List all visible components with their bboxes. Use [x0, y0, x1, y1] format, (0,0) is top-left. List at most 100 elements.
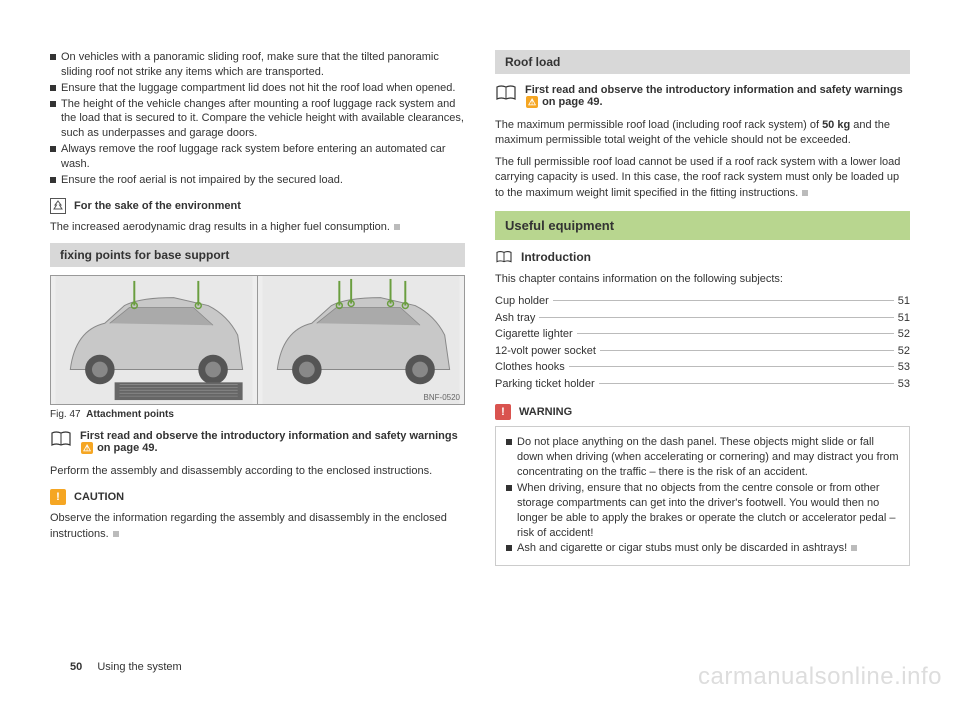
end-marker-icon: [802, 190, 808, 196]
list-text: The height of the vehicle changes after …: [61, 97, 465, 142]
warning-title: WARNING: [519, 406, 572, 418]
list-item: When driving, ensure that no objects fro…: [506, 481, 899, 540]
toc-label: Clothes hooks: [495, 359, 565, 376]
warning-ref-icon: ⚠: [526, 96, 538, 108]
text-bold: on page 49.: [97, 442, 158, 454]
bullet-icon: [50, 177, 56, 183]
recycle-icon: [50, 198, 66, 214]
list-text: Ash and cigarette or cigar stubs must on…: [517, 541, 899, 556]
intro-title: Introduction: [521, 250, 591, 264]
bullet-icon: [50, 54, 56, 60]
read-first-note: First read and observe the introductory …: [495, 84, 910, 108]
toc-label: 12-volt power socket: [495, 343, 596, 360]
book-icon: [495, 84, 517, 102]
list-item: Ensure the roof aerial is not impaired b…: [50, 173, 465, 188]
environment-text: The increased aerodynamic drag results i…: [50, 220, 465, 235]
read-first-note: First read and observe the introductory …: [50, 430, 465, 454]
toc-row: 12-volt power socket 52: [495, 343, 910, 360]
list-text: On vehicles with a panoramic sliding roo…: [61, 50, 465, 80]
right-column: Roof load First read and observe the int…: [495, 50, 910, 566]
bullet-list: On vehicles with a panoramic sliding roo…: [50, 50, 465, 188]
toc-page: 52: [898, 343, 910, 360]
toc-row: Ash tray51: [495, 310, 910, 327]
toc-leader: [553, 300, 894, 301]
section-heading-fixing: fixing points for base support: [50, 243, 465, 267]
caution-icon: !: [50, 489, 66, 505]
text: Observe the information regarding the as…: [50, 512, 447, 539]
toc-page: 53: [898, 359, 910, 376]
environment-heading: For the sake of the environment: [50, 198, 465, 214]
text-bold: First read and observe the introductory …: [80, 430, 458, 442]
toc-list: Cup holder 51 Ash tray51 Cigarette lighte…: [495, 293, 910, 392]
warning-heading: ! WARNING: [495, 404, 910, 420]
page-columns: On vehicles with a panoramic sliding roo…: [50, 50, 910, 566]
watermark: carmanualsonline.info: [698, 663, 942, 691]
fig-title: Attachment points: [86, 409, 174, 420]
list-text: When driving, ensure that no objects fro…: [517, 481, 899, 540]
caution-title: CAUTION: [74, 491, 124, 503]
toc-label: Ash tray: [495, 310, 535, 327]
paragraph: The maximum permissible roof load (inclu…: [495, 118, 910, 149]
read-first-text: First read and observe the introductory …: [525, 84, 910, 108]
section-heading-roof: Roof load: [495, 50, 910, 74]
section-heading-useful: Useful equipment: [495, 211, 910, 240]
car-diagram-left: [51, 276, 257, 404]
toc-page: 51: [898, 293, 910, 310]
toc-row: Parking ticket holder 53: [495, 376, 910, 393]
toc-leader: [599, 383, 894, 384]
introduction-heading: Introduction: [495, 250, 910, 264]
end-marker-icon: [851, 545, 857, 551]
list-item: Always remove the roof luggage rack syst…: [50, 142, 465, 172]
environment-title: For the sake of the environment: [74, 200, 241, 212]
text-bold: 50 kg: [822, 119, 850, 131]
page-number: 50: [70, 661, 82, 673]
book-icon: [495, 250, 513, 264]
book-icon: [50, 430, 72, 448]
toc-leader: [577, 333, 894, 334]
paragraph: The full permissible roof load cannot be…: [495, 155, 910, 201]
warning-box: Do not place anything on the dash panel.…: [495, 426, 910, 566]
caution-heading: ! CAUTION: [50, 489, 465, 505]
list-text: Ensure the roof aerial is not impaired b…: [61, 173, 465, 188]
text-bold: on page 49.: [542, 96, 603, 108]
footer-title: Using the system: [97, 661, 181, 673]
intro-text: This chapter contains information on the…: [495, 272, 910, 287]
toc-page: 52: [898, 326, 910, 343]
caution-text: Observe the information regarding the as…: [50, 511, 465, 542]
list-item: Ensure that the luggage compartment lid …: [50, 81, 465, 96]
list-item: The height of the vehicle changes after …: [50, 97, 465, 142]
text-bold: First read and observe the introductory …: [525, 84, 903, 96]
toc-label: Cup holder: [495, 293, 549, 310]
toc-row: Cup holder 51: [495, 293, 910, 310]
figure-caption: Fig. 47 Attachment points: [50, 409, 465, 420]
bullet-icon: [50, 146, 56, 152]
figure-attachment-points: BNF-0520: [50, 275, 465, 405]
list-item: On vehicles with a panoramic sliding roo…: [50, 50, 465, 80]
toc-leader: [600, 350, 894, 351]
end-marker-icon: [394, 224, 400, 230]
toc-leader: [539, 317, 893, 318]
list-text: Do not place anything on the dash panel.…: [517, 435, 899, 480]
page-footer: 50 Using the system: [70, 661, 182, 673]
text: The full permissible roof load cannot be…: [495, 156, 900, 199]
text: The maximum permissible roof load (inclu…: [495, 119, 822, 131]
bullet-icon: [50, 85, 56, 91]
car-diagram-right: [258, 276, 464, 404]
read-first-text: First read and observe the introductory …: [80, 430, 465, 454]
end-marker-icon: [113, 531, 119, 537]
fig-num: Fig. 47: [50, 409, 81, 420]
toc-leader: [569, 366, 894, 367]
toc-label: Parking ticket holder: [495, 376, 595, 393]
list-text: Ensure that the luggage compartment lid …: [61, 81, 465, 96]
bullet-icon: [50, 101, 56, 107]
figure-panel-right: BNF-0520: [257, 276, 464, 404]
list-text: Always remove the roof luggage rack syst…: [61, 142, 465, 172]
left-column: On vehicles with a panoramic sliding roo…: [50, 50, 465, 566]
toc-page: 53: [898, 376, 910, 393]
figure-ref: BNF-0520: [424, 393, 460, 402]
toc-row: Cigarette lighter 52: [495, 326, 910, 343]
toc-label: Cigarette lighter: [495, 326, 573, 343]
figure-panel-left: [51, 276, 257, 404]
list-item: Do not place anything on the dash panel.…: [506, 435, 899, 480]
warning-icon: !: [495, 404, 511, 420]
